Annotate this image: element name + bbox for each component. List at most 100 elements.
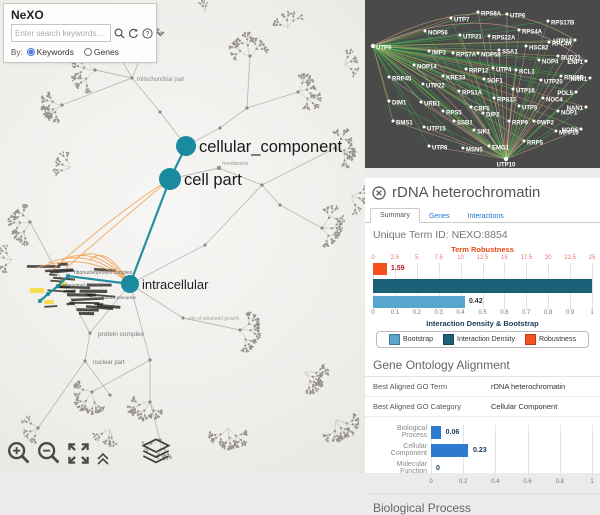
gene-node[interactable] bbox=[493, 97, 496, 100]
gene-label[interactable]: URB1 bbox=[424, 102, 441, 108]
gene-label[interactable]: UTP13 bbox=[553, 39, 572, 45]
gene-label[interactable]: RPS7A bbox=[456, 53, 477, 59]
site-of-polarized-growth-label[interactable]: site of polarized growth bbox=[188, 316, 240, 322]
gene-label[interactable]: IMP3 bbox=[432, 51, 447, 57]
gene-label[interactable]: RPS1A bbox=[462, 91, 483, 97]
go-bar[interactable] bbox=[431, 426, 441, 439]
gene-label[interactable]: DIP2 bbox=[486, 113, 500, 119]
gene-node[interactable] bbox=[547, 20, 550, 23]
gene-node[interactable] bbox=[423, 126, 426, 129]
gene-node[interactable] bbox=[488, 35, 491, 38]
gene-label[interactable]: RCL1 bbox=[519, 70, 535, 76]
gene-label[interactable]: UTP21 bbox=[463, 35, 482, 41]
gene-label[interactable]: RPS4A bbox=[522, 30, 543, 36]
gene-node[interactable] bbox=[515, 69, 518, 72]
gene-node[interactable] bbox=[424, 30, 427, 33]
gene-node[interactable] bbox=[585, 106, 588, 109]
gene-label[interactable]: SSB1 bbox=[457, 121, 473, 127]
search-input[interactable] bbox=[11, 24, 111, 42]
gene-node[interactable] bbox=[442, 75, 445, 78]
term-node-small[interactable] bbox=[38, 299, 42, 303]
gene-label[interactable]: RPS13 bbox=[497, 98, 517, 104]
gene-node[interactable] bbox=[470, 106, 473, 109]
layers-icon[interactable] bbox=[141, 438, 171, 466]
gene-node[interactable] bbox=[473, 129, 476, 132]
gene-label[interactable]: SOF1 bbox=[487, 79, 503, 85]
gene-node[interactable] bbox=[518, 29, 521, 32]
gene-label[interactable]: RRP45 bbox=[392, 77, 412, 83]
gene-label[interactable]: UTP20 bbox=[544, 80, 563, 86]
search-icon[interactable] bbox=[114, 28, 125, 39]
gene-label[interactable]: NOP6 bbox=[562, 128, 579, 134]
gene-label[interactable]: MSN5 bbox=[466, 148, 483, 154]
gene-node[interactable] bbox=[504, 157, 508, 161]
gene-node[interactable] bbox=[585, 60, 588, 63]
gene-node[interactable] bbox=[422, 83, 425, 86]
subunit-precursor-label[interactable]: large subunit precursor bbox=[90, 295, 137, 300]
gene-label[interactable]: RPS8A bbox=[481, 12, 502, 18]
intracellular-label[interactable]: intracellular bbox=[142, 277, 209, 292]
ontology-tree-canvas[interactable]: mitochondrial partmembranecellular_compo… bbox=[0, 0, 365, 473]
bar-interaction-density[interactable] bbox=[373, 279, 592, 293]
radio-genes-input[interactable] bbox=[84, 48, 92, 56]
gene-node[interactable] bbox=[523, 140, 526, 143]
gene-label[interactable]: UTP8 bbox=[432, 146, 448, 152]
gene-node[interactable] bbox=[488, 145, 491, 148]
gene-label[interactable]: UTP9 bbox=[376, 46, 392, 52]
cell-part-node[interactable] bbox=[159, 168, 181, 190]
gene-label[interactable]: ENP1 bbox=[567, 60, 583, 66]
bar-robustness[interactable] bbox=[373, 263, 387, 275]
gene-node[interactable] bbox=[492, 67, 495, 70]
fit-view-button[interactable] bbox=[66, 441, 91, 466]
gene-node[interactable] bbox=[452, 52, 455, 55]
term-node-small[interactable] bbox=[66, 274, 70, 278]
gene-label[interactable]: UTP5 bbox=[522, 106, 538, 112]
help-icon[interactable]: ? bbox=[142, 28, 153, 39]
gene-label[interactable]: SSA1 bbox=[502, 50, 518, 56]
gene-label[interactable]: NOP58 bbox=[481, 53, 501, 59]
cell-part-label[interactable]: cell part bbox=[184, 171, 242, 189]
protein-complex-label[interactable]: protein complex bbox=[98, 331, 145, 338]
gene-label[interactable]: UTP22 bbox=[426, 84, 445, 90]
membrane-node[interactable] bbox=[217, 166, 221, 170]
gene-node[interactable] bbox=[538, 59, 541, 62]
gene-node[interactable] bbox=[557, 55, 560, 58]
legend-item[interactable]: Robustness bbox=[525, 334, 576, 345]
gene-node[interactable] bbox=[506, 13, 509, 16]
gene-node[interactable] bbox=[589, 77, 592, 80]
gene-label[interactable]: HSC82 bbox=[529, 46, 549, 52]
chevron-down-icon[interactable] bbox=[156, 29, 165, 38]
gene-node[interactable] bbox=[518, 105, 521, 108]
tab-interactions[interactable]: Interactions bbox=[459, 210, 513, 223]
cellular-component-node[interactable] bbox=[176, 136, 196, 156]
gene-node[interactable] bbox=[428, 145, 431, 148]
gene-label[interactable]: KRR1 bbox=[571, 77, 588, 83]
gene-node[interactable] bbox=[420, 101, 423, 104]
gene-label[interactable]: RRP12 bbox=[469, 69, 489, 75]
gene-node[interactable] bbox=[428, 50, 431, 53]
gene-label[interactable]: UTP7 bbox=[454, 18, 470, 24]
gene-label[interactable]: RPS17B bbox=[551, 21, 575, 27]
gene-node[interactable] bbox=[477, 11, 480, 14]
gene-node[interactable] bbox=[482, 112, 485, 115]
mitochondrial-part-label[interactable]: mitochondrial part bbox=[137, 77, 185, 83]
tab-genes[interactable]: Genes bbox=[420, 210, 459, 223]
gene-label[interactable]: POL5 bbox=[557, 91, 573, 97]
gene-node[interactable] bbox=[580, 128, 583, 131]
gene-node[interactable] bbox=[542, 97, 545, 100]
gene-node[interactable] bbox=[575, 91, 578, 94]
gene-node[interactable] bbox=[525, 45, 528, 48]
gene-node[interactable] bbox=[413, 64, 416, 67]
term-node-small[interactable] bbox=[46, 292, 50, 296]
gene-node[interactable] bbox=[453, 120, 456, 123]
gene-label[interactable]: UTP6 bbox=[510, 14, 526, 20]
gene-label[interactable]: NOC4 bbox=[546, 98, 563, 104]
intracellular-node[interactable] bbox=[121, 275, 139, 293]
gene-node[interactable] bbox=[465, 68, 468, 71]
collapse-icon[interactable] bbox=[95, 450, 111, 466]
gene-label[interactable]: RPS22A bbox=[492, 36, 516, 42]
gene-node[interactable] bbox=[498, 49, 501, 52]
radio-genes[interactable]: Genes bbox=[80, 47, 119, 57]
zoom-out-button[interactable] bbox=[36, 440, 62, 466]
term-node-small[interactable] bbox=[56, 284, 60, 288]
